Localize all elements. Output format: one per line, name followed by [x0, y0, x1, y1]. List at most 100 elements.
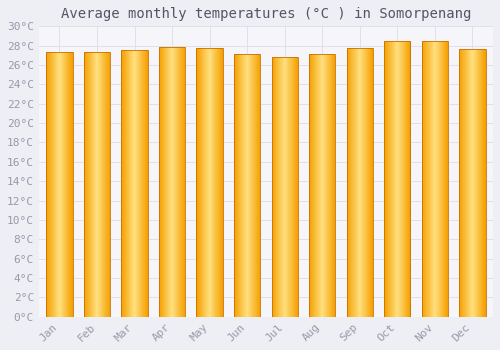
- Bar: [481, 49, 482, 317]
- Bar: [109, 52, 110, 317]
- Bar: [324, 54, 325, 317]
- Bar: [167, 47, 168, 317]
- Bar: [328, 54, 329, 317]
- Bar: [294, 57, 296, 317]
- Bar: [315, 54, 316, 317]
- Bar: [93, 52, 94, 317]
- Bar: [290, 57, 291, 317]
- Bar: [288, 57, 289, 317]
- Bar: [445, 41, 446, 317]
- Bar: [94, 52, 95, 317]
- Bar: [89, 52, 90, 317]
- Bar: [278, 57, 279, 317]
- Bar: [309, 54, 336, 317]
- Bar: [347, 48, 348, 317]
- Bar: [162, 47, 163, 317]
- Bar: [275, 57, 276, 317]
- Bar: [141, 50, 142, 317]
- Bar: [403, 41, 404, 317]
- Bar: [55, 52, 56, 317]
- Bar: [211, 48, 212, 317]
- Bar: [367, 48, 368, 317]
- Bar: [97, 52, 98, 317]
- Bar: [319, 54, 320, 317]
- Bar: [241, 54, 242, 317]
- Bar: [372, 48, 373, 317]
- Bar: [388, 41, 389, 317]
- Bar: [476, 49, 477, 317]
- Bar: [48, 52, 49, 317]
- Bar: [331, 54, 332, 317]
- Bar: [184, 47, 186, 317]
- Bar: [122, 50, 148, 317]
- Bar: [389, 41, 390, 317]
- Bar: [401, 41, 402, 317]
- Bar: [174, 47, 176, 317]
- Bar: [205, 48, 206, 317]
- Bar: [329, 54, 330, 317]
- Bar: [320, 54, 321, 317]
- Bar: [365, 48, 366, 317]
- Bar: [246, 54, 247, 317]
- Bar: [366, 48, 367, 317]
- Bar: [200, 48, 201, 317]
- Bar: [276, 57, 277, 317]
- Bar: [463, 49, 464, 317]
- Bar: [180, 47, 181, 317]
- Bar: [253, 54, 254, 317]
- Bar: [237, 54, 238, 317]
- Bar: [163, 47, 164, 317]
- Bar: [399, 41, 400, 317]
- Bar: [348, 48, 350, 317]
- Bar: [318, 54, 319, 317]
- Bar: [446, 41, 447, 317]
- Bar: [398, 41, 399, 317]
- Bar: [361, 48, 362, 317]
- Bar: [462, 49, 463, 317]
- Bar: [428, 41, 429, 317]
- Bar: [159, 47, 185, 317]
- Bar: [136, 50, 137, 317]
- Bar: [240, 54, 241, 317]
- Bar: [251, 54, 252, 317]
- Bar: [474, 49, 475, 317]
- Bar: [327, 54, 328, 317]
- Bar: [125, 50, 126, 317]
- Bar: [351, 48, 352, 317]
- Bar: [272, 57, 273, 317]
- Bar: [165, 47, 166, 317]
- Bar: [138, 50, 140, 317]
- Bar: [98, 52, 99, 317]
- Bar: [176, 47, 177, 317]
- Bar: [405, 41, 406, 317]
- Bar: [310, 54, 311, 317]
- Bar: [436, 41, 437, 317]
- Bar: [280, 57, 281, 317]
- Bar: [243, 54, 244, 317]
- Bar: [131, 50, 132, 317]
- Bar: [218, 48, 219, 317]
- Bar: [274, 57, 275, 317]
- Bar: [68, 52, 69, 317]
- Bar: [394, 41, 396, 317]
- Bar: [460, 49, 485, 317]
- Bar: [287, 57, 288, 317]
- Bar: [370, 48, 371, 317]
- Bar: [168, 47, 169, 317]
- Bar: [464, 49, 465, 317]
- Bar: [54, 52, 56, 317]
- Bar: [461, 49, 462, 317]
- Bar: [350, 48, 351, 317]
- Bar: [468, 49, 469, 317]
- Bar: [106, 52, 107, 317]
- Bar: [159, 47, 160, 317]
- Bar: [425, 41, 426, 317]
- Bar: [172, 47, 173, 317]
- Bar: [52, 52, 53, 317]
- Bar: [477, 49, 478, 317]
- Bar: [160, 47, 161, 317]
- Bar: [47, 52, 48, 317]
- Bar: [201, 48, 202, 317]
- Bar: [59, 52, 60, 317]
- Bar: [408, 41, 409, 317]
